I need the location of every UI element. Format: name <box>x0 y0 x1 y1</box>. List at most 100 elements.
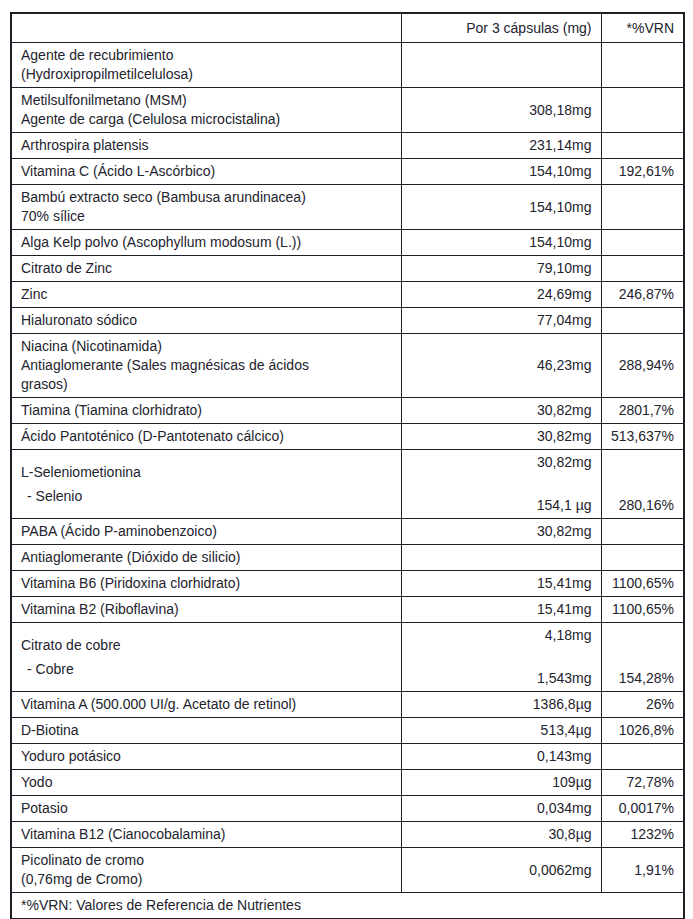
vrn-cell: 246,87% <box>601 282 684 308</box>
amount-cell: 30,82mg <box>401 519 601 545</box>
ingredient-cell: Zinc <box>11 282 401 308</box>
amount-cell: 79,10mg <box>401 256 601 282</box>
amount-cell: 30,82mg <box>401 398 601 424</box>
ingredient-cell: L-Seleniometionina- Selenio <box>11 450 401 519</box>
ingredient-line: - Cobre <box>21 660 392 679</box>
amount-cell: 46,23mg <box>401 334 601 398</box>
ingredient-cell: Vitamina A (500.000 UI/g. Acetato de ret… <box>11 692 401 718</box>
ingredient-line: (0,76mg de Cromo) <box>21 870 392 889</box>
amount-cell: 308,18mg <box>401 88 601 133</box>
ingredient-line: Yodo <box>21 773 392 792</box>
supplement-facts-table: Por 3 cápsulas (mg) *%VRN Agente de recu… <box>10 12 685 919</box>
vrn-cell: 513,637% <box>601 424 684 450</box>
table-row: Potasio0,034mg0,0017% <box>11 796 684 822</box>
header-vrn: *%VRN <box>601 13 684 43</box>
vrn-cell <box>601 43 684 88</box>
ingredient-line: Tiamina (Tiamina clorhidrato) <box>21 401 392 420</box>
vrn-footnote: *%VRN: Valores de Referencia de Nutrient… <box>11 893 684 919</box>
ingredient-line: Vitamina C (Ácido L-Ascórbico) <box>21 162 392 181</box>
ingredient-cell: Vitamina B2 (Riboflavina) <box>11 597 401 623</box>
ingredient-cell: Niacina (Nicotinamida)Antiaglomerante (S… <box>11 334 401 398</box>
ingredient-line: Vitamina B2 (Riboflavina) <box>21 600 392 619</box>
ingredient-line: Antiaglomerante (Sales magnésicas de áci… <box>21 356 392 375</box>
table-row: Bambú extracto seco (Bambusa arundinacea… <box>11 185 684 230</box>
ingredient-line: Metilsulfonilmetano (MSM) <box>21 91 392 110</box>
vrn-cell <box>601 88 684 133</box>
table-row: Antiaglomerante (Dióxido de silicio) <box>11 545 684 571</box>
amount-cell: 154,10mg <box>401 230 601 256</box>
vrn-cell: 1026,8% <box>601 718 684 744</box>
ingredient-line: Niacina (Nicotinamida) <box>21 337 392 356</box>
ingredient-line: Alga Kelp polvo (Ascophyllum modosum (L.… <box>21 233 392 252</box>
table-row: PABA (Ácido P-aminobenzoico)30,82mg <box>11 519 684 545</box>
table-row: Ácido Pantoténico (D-Pantotenato cálcico… <box>11 424 684 450</box>
amount-cell <box>401 43 601 88</box>
header-row: Por 3 cápsulas (mg) *%VRN <box>11 13 684 43</box>
vrn-cell: 288,94% <box>601 334 684 398</box>
ingredient-line: Vitamina B6 (Piridoxina clorhidrato) <box>21 574 392 593</box>
vrn-cell: 192,61% <box>601 159 684 185</box>
ingredient-cell: Antiaglomerante (Dióxido de silicio) <box>11 545 401 571</box>
table-row: Yodo109µg72,78% <box>11 770 684 796</box>
footnote-row: *%VRN: Valores de Referencia de Nutrient… <box>11 893 684 919</box>
table-row: Citrato de cobre- Cobre4,18mg1,543mg154,… <box>11 623 684 692</box>
ingredient-cell: Citrato de Zinc <box>11 256 401 282</box>
amount-top: 30,82mg <box>537 453 591 472</box>
amount-bottom: 154,1 µg <box>537 496 592 515</box>
vrn-cell: 154,28% <box>601 623 684 692</box>
vrn-cell <box>601 308 684 334</box>
vrn-cell <box>601 133 684 159</box>
ingredient-line: Vitamina A (500.000 UI/g. Acetato de ret… <box>21 695 392 714</box>
ingredient-line: Bambú extracto seco (Bambusa arundinacea… <box>21 188 392 207</box>
table-row: Arthrospira platensis231,14mg <box>11 133 684 159</box>
table-row: Picolinato de cromo(0,76mg de Cromo)0,00… <box>11 848 684 893</box>
ingredient-cell: Ácido Pantoténico (D-Pantotenato cálcico… <box>11 424 401 450</box>
table-row: Agente de recubrimiento(Hydroxipropilmet… <box>11 43 684 88</box>
amount-cell: 109µg <box>401 770 601 796</box>
ingredient-cell: Alga Kelp polvo (Ascophyllum modosum (L.… <box>11 230 401 256</box>
vrn-cell <box>601 185 684 230</box>
ingredient-line: D-Biotina <box>21 721 392 740</box>
amount-top: 4,18mg <box>545 626 592 645</box>
table-row: Zinc24,69mg246,87% <box>11 282 684 308</box>
amount-cell: 30,82mg 154,1 µg <box>401 450 601 519</box>
ingredient-rows: Agente de recubrimiento(Hydroxipropilmet… <box>11 43 684 893</box>
vrn-cell: 1100,65% <box>601 597 684 623</box>
amount-cell: 154,10mg <box>401 185 601 230</box>
ingredient-line: Picolinato de cromo <box>21 851 392 870</box>
amount-cell: 77,04mg <box>401 308 601 334</box>
amount-cell: 0,143mg <box>401 744 601 770</box>
vrn-cell <box>601 744 684 770</box>
amount-cell: 30,8µg <box>401 822 601 848</box>
vrn-cell <box>601 519 684 545</box>
ingredient-line: grasos) <box>21 375 392 394</box>
amount-cell: 15,41mg <box>401 597 601 623</box>
table-row: Alga Kelp polvo (Ascophyllum modosum (L.… <box>11 230 684 256</box>
ingredient-cell: Agente de recubrimiento(Hydroxipropilmet… <box>11 43 401 88</box>
supplement-facts-page: Por 3 cápsulas (mg) *%VRN Agente de recu… <box>0 0 693 919</box>
ingredient-cell: Bambú extracto seco (Bambusa arundinacea… <box>11 185 401 230</box>
amount-cell: 154,10mg <box>401 159 601 185</box>
table-row: Vitamina C (Ácido L-Ascórbico) 154,10mg19… <box>11 159 684 185</box>
ingredient-line: Arthrospira platensis <box>21 136 392 155</box>
amount-cell: 513,4µg <box>401 718 601 744</box>
amount-cell <box>401 545 601 571</box>
ingredient-cell: Tiamina (Tiamina clorhidrato) <box>11 398 401 424</box>
vrn-cell: 280,16% <box>601 450 684 519</box>
table-row: Vitamina B2 (Riboflavina) 15,41mg1100,65% <box>11 597 684 623</box>
ingredient-line: Potasio <box>21 799 392 818</box>
table-row: Hialuronato sódico77,04mg <box>11 308 684 334</box>
ingredient-line: 70% sílice <box>21 207 392 226</box>
amount-cell: 24,69mg <box>401 282 601 308</box>
vrn-cell: 26% <box>601 692 684 718</box>
table-row: Niacina (Nicotinamida)Antiaglomerante (S… <box>11 334 684 398</box>
ingredient-line: (Hydroxipropilmetilcelulosa) <box>21 65 392 84</box>
vrn-cell: 1,91% <box>601 848 684 893</box>
ingredient-cell: Metilsulfonilmetano (MSM)Agente de carga… <box>11 88 401 133</box>
ingredient-cell: Vitamina B12 (Cianocobalamina) <box>11 822 401 848</box>
table-row: Yoduro potásico0,143mg <box>11 744 684 770</box>
ingredient-line: Antiaglomerante (Dióxido de silicio) <box>21 548 392 567</box>
table-row: D-Biotina 513,4µg1026,8% <box>11 718 684 744</box>
ingredient-cell: Yodo <box>11 770 401 796</box>
amount-cell: 30,82mg <box>401 424 601 450</box>
